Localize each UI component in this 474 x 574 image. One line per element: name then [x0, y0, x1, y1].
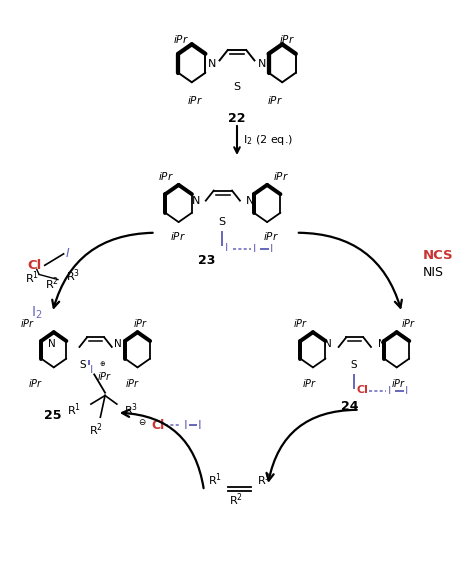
- Text: NIS: NIS: [423, 266, 444, 279]
- Text: I: I: [270, 245, 273, 254]
- Text: I: I: [90, 366, 93, 375]
- Text: R$^1$: R$^1$: [208, 472, 222, 488]
- Text: $^{\oplus}$: $^{\oplus}$: [100, 361, 107, 371]
- Text: $I$: $I$: [64, 247, 70, 261]
- Text: N: N: [246, 196, 255, 205]
- Text: R$^3$: R$^3$: [66, 267, 81, 284]
- Text: S: S: [351, 360, 357, 370]
- Text: Cl: Cl: [151, 419, 164, 432]
- FancyArrowPatch shape: [299, 232, 402, 308]
- Text: 23: 23: [198, 254, 215, 267]
- FancyArrowPatch shape: [122, 410, 204, 488]
- Text: $i$Pr: $i$Pr: [158, 170, 174, 182]
- Text: $i$Pr: $i$Pr: [28, 377, 43, 389]
- Text: R$^2$: R$^2$: [46, 276, 59, 292]
- Text: 25: 25: [45, 409, 62, 422]
- Text: $i$Pr: $i$Pr: [97, 370, 112, 382]
- Text: $i$Pr: $i$Pr: [170, 230, 186, 242]
- Text: R$^3$: R$^3$: [257, 472, 272, 488]
- Text: R$^2$: R$^2$: [89, 421, 103, 438]
- Text: I$_2$ (2 eq.): I$_2$ (2 eq.): [243, 133, 293, 147]
- Text: $i$Pr: $i$Pr: [133, 317, 148, 329]
- Text: $i$Pr: $i$Pr: [279, 33, 294, 45]
- Text: S: S: [80, 360, 86, 370]
- Text: R$^3$: R$^3$: [124, 401, 138, 418]
- Text: Cl: Cl: [27, 259, 42, 272]
- Text: R$^2$: R$^2$: [229, 491, 243, 508]
- Text: N: N: [192, 196, 200, 205]
- Text: I$_2$: I$_2$: [31, 304, 43, 321]
- Text: Cl: Cl: [356, 385, 368, 395]
- Text: I: I: [388, 386, 391, 396]
- FancyArrowPatch shape: [52, 233, 153, 308]
- Text: I: I: [405, 386, 408, 396]
- FancyArrowPatch shape: [266, 410, 357, 480]
- Text: $i$Pr: $i$Pr: [267, 94, 283, 106]
- Text: $i$Pr: $i$Pr: [20, 317, 35, 329]
- Text: R$^1$: R$^1$: [67, 401, 82, 418]
- Text: $i$Pr: $i$Pr: [273, 170, 289, 182]
- Text: $i$Pr: $i$Pr: [173, 33, 190, 45]
- Text: $i$Pr: $i$Pr: [187, 94, 202, 106]
- Text: $i$Pr: $i$Pr: [293, 317, 308, 329]
- Text: I: I: [183, 419, 187, 432]
- Text: N: N: [114, 339, 122, 349]
- Text: R$^1$: R$^1$: [25, 270, 39, 286]
- Text: S: S: [233, 82, 241, 91]
- Text: I: I: [253, 245, 256, 254]
- Text: 22: 22: [228, 112, 246, 125]
- Text: $i$Pr: $i$Pr: [125, 377, 140, 389]
- Text: I: I: [198, 419, 201, 432]
- Text: NCS: NCS: [423, 249, 454, 262]
- Text: $i$Pr: $i$Pr: [401, 317, 416, 329]
- Text: 24: 24: [341, 401, 359, 413]
- Text: N: N: [324, 339, 332, 349]
- Text: $i$Pr: $i$Pr: [302, 377, 318, 389]
- Text: N: N: [208, 59, 216, 69]
- Text: I: I: [225, 243, 228, 253]
- Text: $i$Pr: $i$Pr: [264, 230, 279, 242]
- Text: N: N: [378, 339, 385, 349]
- Text: S: S: [219, 217, 226, 227]
- Text: N: N: [48, 339, 56, 349]
- Text: $^{\ominus}$: $^{\ominus}$: [138, 419, 147, 432]
- Text: N: N: [258, 59, 266, 69]
- Text: $i$Pr: $i$Pr: [391, 377, 406, 389]
